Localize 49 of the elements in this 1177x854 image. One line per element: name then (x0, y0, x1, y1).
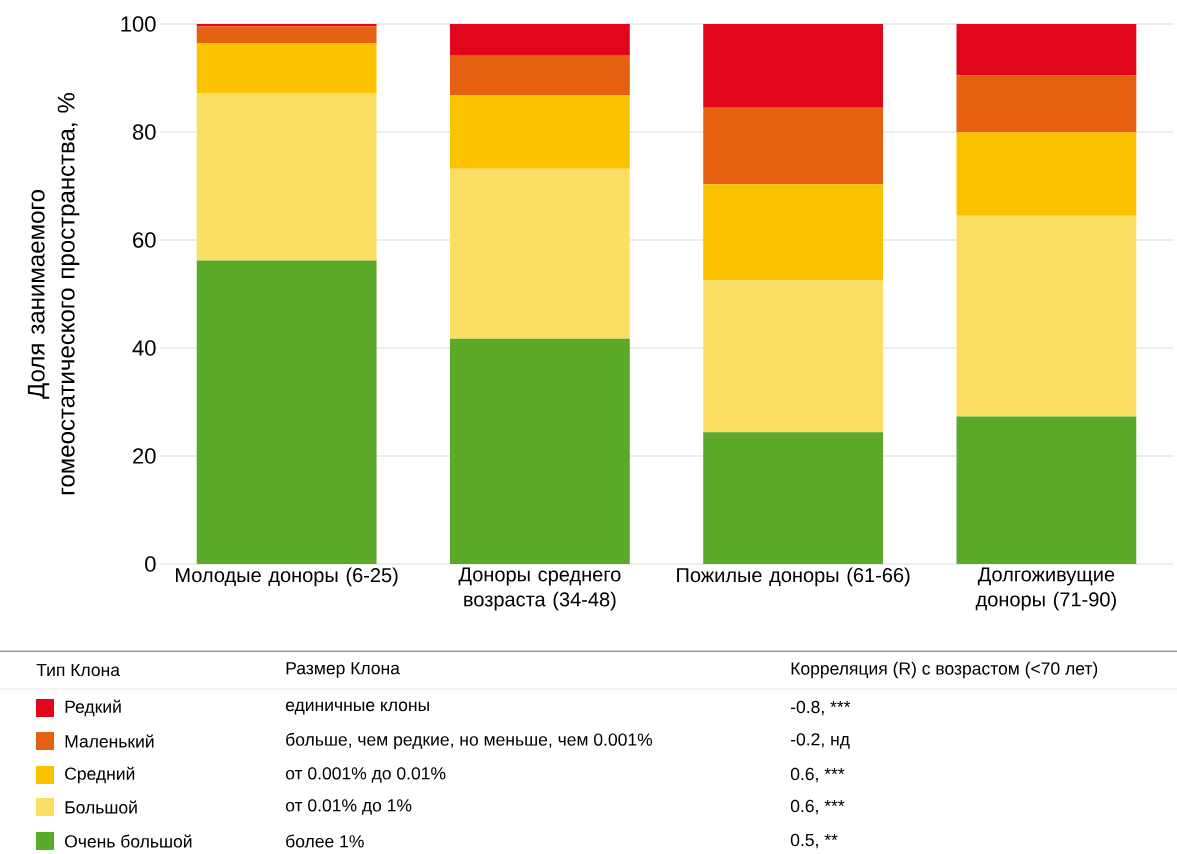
legend-title: Тип Клона (36, 663, 120, 677)
y-tick-label: 0 (145, 556, 156, 572)
bar (196, 26, 377, 44)
y-tick-label: 20 (133, 448, 156, 464)
bar (449, 55, 630, 96)
x-tick-label: Молодые доноры (6-25) (176, 567, 398, 587)
bar (703, 432, 884, 564)
bar (196, 260, 377, 564)
text: -0.8, *** (791, 700, 851, 716)
bar (449, 338, 630, 564)
bar (956, 132, 1137, 216)
x-tick-label: Доноры среднего возраста (34-48) (458, 567, 621, 611)
text: единичные клоны (285, 701, 429, 715)
text: от 0.01% до 1% (285, 799, 412, 815)
bar (956, 416, 1137, 564)
text: более 1% (286, 834, 364, 848)
bar (449, 168, 630, 339)
bar (956, 75, 1137, 133)
y-tick-label: 100 (121, 16, 156, 32)
legend-label: Средний (65, 766, 135, 784)
text: Размер Клона (286, 662, 400, 678)
bar (196, 43, 377, 94)
bar (703, 280, 884, 433)
text: больше, чем редкие, но меньше, чем 0.001% (286, 732, 653, 750)
legend-label: Маленький (65, 734, 154, 748)
y-axis-title: Доля занимаемого гомеостатического пространства, % (27, 93, 80, 495)
legend-label: Редкий (65, 699, 121, 717)
bar (196, 93, 377, 261)
text: 0.6, *** (790, 767, 845, 783)
bar (703, 107, 884, 185)
text: 0.5, ** (790, 833, 838, 849)
bar (196, 23, 377, 27)
text: 0.6, *** (790, 799, 845, 815)
text: Корреляция (R) с возрастом (<70 лет) (791, 661, 1098, 679)
x-tick-label: Долгоживущие доноры (71-90) (975, 567, 1116, 611)
bar (449, 23, 630, 56)
bar (703, 184, 884, 281)
bar (956, 215, 1137, 417)
text: от 0.001% до 0.01% (285, 767, 446, 783)
legend-label: Большой (65, 800, 137, 814)
bar (956, 23, 1137, 76)
y-tick-label: 80 (132, 124, 156, 140)
bar (703, 23, 884, 108)
x-tick-label: Пожилые доноры (61-66) (677, 567, 910, 587)
text: -0.2, нд (791, 733, 850, 749)
y-tick-label: 60 (133, 232, 156, 248)
y-tick-label: 40 (132, 340, 156, 356)
legend-label: Очень большой (65, 834, 192, 848)
bar (449, 95, 630, 169)
